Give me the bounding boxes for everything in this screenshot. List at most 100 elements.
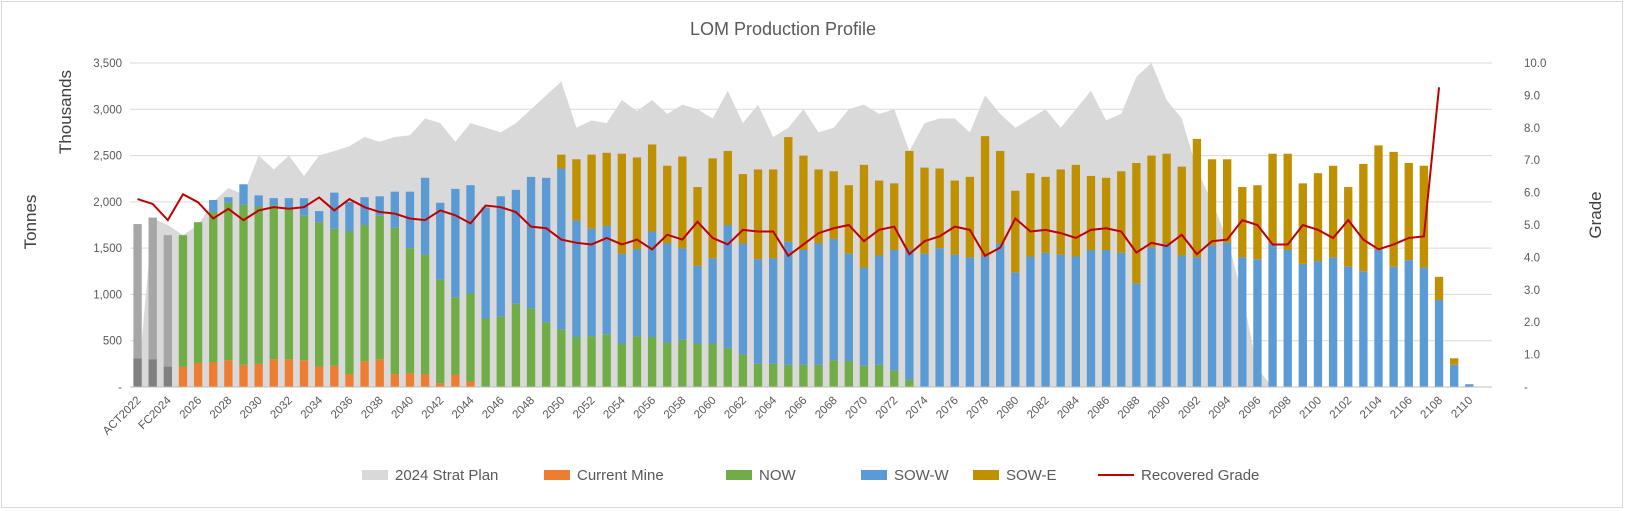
y-axis-title-thousands: Thousands	[56, 70, 75, 154]
x-tick-label: 2048	[511, 395, 538, 422]
bar-sow-w	[1434, 299, 1444, 387]
bar-now	[723, 348, 732, 387]
legend-swatch-sow-e	[973, 470, 999, 480]
bar-sow-w	[269, 198, 278, 206]
bar-now	[814, 364, 823, 387]
bar-sow-e	[859, 164, 869, 268]
bar-sow-e	[1162, 153, 1171, 244]
bar-sow-w	[1253, 259, 1262, 387]
x-tick-label: 2052	[571, 395, 598, 422]
x-tick-label: 2076	[934, 395, 961, 422]
y2-tick-label: 5.0	[1524, 220, 1540, 232]
bar-sow-e	[647, 144, 657, 232]
bar-sow-w	[996, 243, 1005, 387]
bar-sow-e	[1177, 166, 1186, 256]
bar-sow-e	[1313, 173, 1323, 262]
bar-sow-w	[1223, 242, 1232, 387]
bar-sow-w	[753, 259, 763, 364]
x-tick-label: 2026	[178, 395, 205, 422]
x-tick-label: 2068	[813, 395, 840, 422]
x-tick-label: 2098	[1267, 395, 1294, 422]
bar-sow-e	[587, 154, 596, 229]
strat-plan-area	[137, 63, 1485, 387]
bar-sow-e	[617, 153, 626, 254]
bar-sow-e	[1011, 190, 1020, 273]
bar-now	[753, 363, 763, 387]
bar-sow-w	[1056, 254, 1065, 387]
bar-sow-w	[602, 225, 611, 335]
bar-sow-e	[1207, 159, 1217, 246]
bar-sow-e	[814, 169, 823, 244]
bar-sow-w	[1374, 249, 1383, 387]
bar-sow-e	[572, 159, 581, 221]
bar-now	[345, 231, 354, 375]
x-tick-label: 2080	[995, 395, 1022, 422]
bar-sow-w	[1086, 249, 1096, 387]
bar-now	[224, 202, 233, 361]
bar-sow-w	[844, 253, 853, 362]
y-tick-label: 3,500	[93, 58, 122, 70]
bar-current-mine	[405, 373, 415, 387]
bar-sow-w	[1298, 263, 1307, 387]
x-tick-label: 2094	[1207, 394, 1234, 421]
bar-sow-e	[1238, 187, 1247, 258]
bar-current-mine	[209, 362, 218, 387]
bar-sow-w	[224, 197, 233, 203]
bar-now	[738, 354, 748, 387]
bar-now	[769, 363, 778, 387]
bar-current-mine	[284, 359, 294, 387]
bar-sow-w	[1041, 252, 1050, 387]
x-tick-label: 2070	[844, 395, 871, 422]
bar-current-mine	[390, 374, 399, 387]
bar-sow-w	[360, 197, 369, 225]
legend-label-now: NOW	[759, 467, 797, 484]
y2-tick-label: 6.0	[1524, 188, 1540, 200]
bar-sow-w	[451, 188, 460, 298]
bar-now	[587, 336, 596, 387]
bar-sow-w	[1344, 266, 1353, 387]
bar-sow-e	[753, 169, 763, 260]
bar-sow-w	[1207, 245, 1217, 387]
bar-sow-w	[1283, 249, 1292, 387]
bar-sow-w	[738, 243, 748, 355]
bar-now	[647, 337, 657, 387]
actual-bar-dark	[163, 366, 172, 387]
actual-bar-dark	[133, 358, 142, 387]
bar-sow-w	[632, 249, 642, 337]
x-tick-label: 2030	[238, 395, 265, 422]
y-tick-label: 500	[103, 336, 122, 348]
bar-sow-e	[920, 167, 929, 254]
bar-sow-w	[526, 176, 536, 309]
bar-sow-w	[663, 243, 672, 343]
legend-label-sow-w: SOW-W	[894, 467, 950, 484]
bar-sow-w	[284, 198, 294, 209]
bar-sow-w	[209, 200, 218, 213]
bar-now	[693, 343, 702, 387]
bar-sow-e	[1404, 162, 1413, 261]
bar-now	[557, 329, 566, 387]
bar-sow-e	[874, 180, 884, 256]
bar-current-mine	[254, 363, 263, 387]
bar-current-mine	[178, 366, 188, 387]
bar-sow-e	[557, 154, 566, 169]
bar-sow-e	[1283, 153, 1292, 250]
bar-sow-e	[1419, 165, 1429, 268]
bar-current-mine	[436, 383, 445, 387]
bar-sow-w	[784, 241, 793, 365]
x-tick-label: 2058	[662, 395, 689, 422]
x-tick-label: 2084	[1055, 394, 1082, 421]
bar-sow-w	[420, 177, 430, 255]
bar-current-mine	[193, 362, 203, 387]
bar-sow-w	[405, 191, 415, 249]
bar-sow-w	[708, 258, 717, 344]
bar-sow-w	[542, 177, 551, 323]
bar-sow-w	[920, 253, 929, 387]
bar-current-mine	[299, 360, 309, 387]
x-tick-label: 2078	[965, 395, 992, 422]
x-tick-label: 2110	[1449, 395, 1475, 421]
recovered-grade-line	[137, 87, 1441, 258]
x-tick-label: 2086	[1086, 395, 1113, 422]
bar-sow-w	[1132, 283, 1141, 387]
x-tick-label: 2096	[1237, 395, 1264, 422]
